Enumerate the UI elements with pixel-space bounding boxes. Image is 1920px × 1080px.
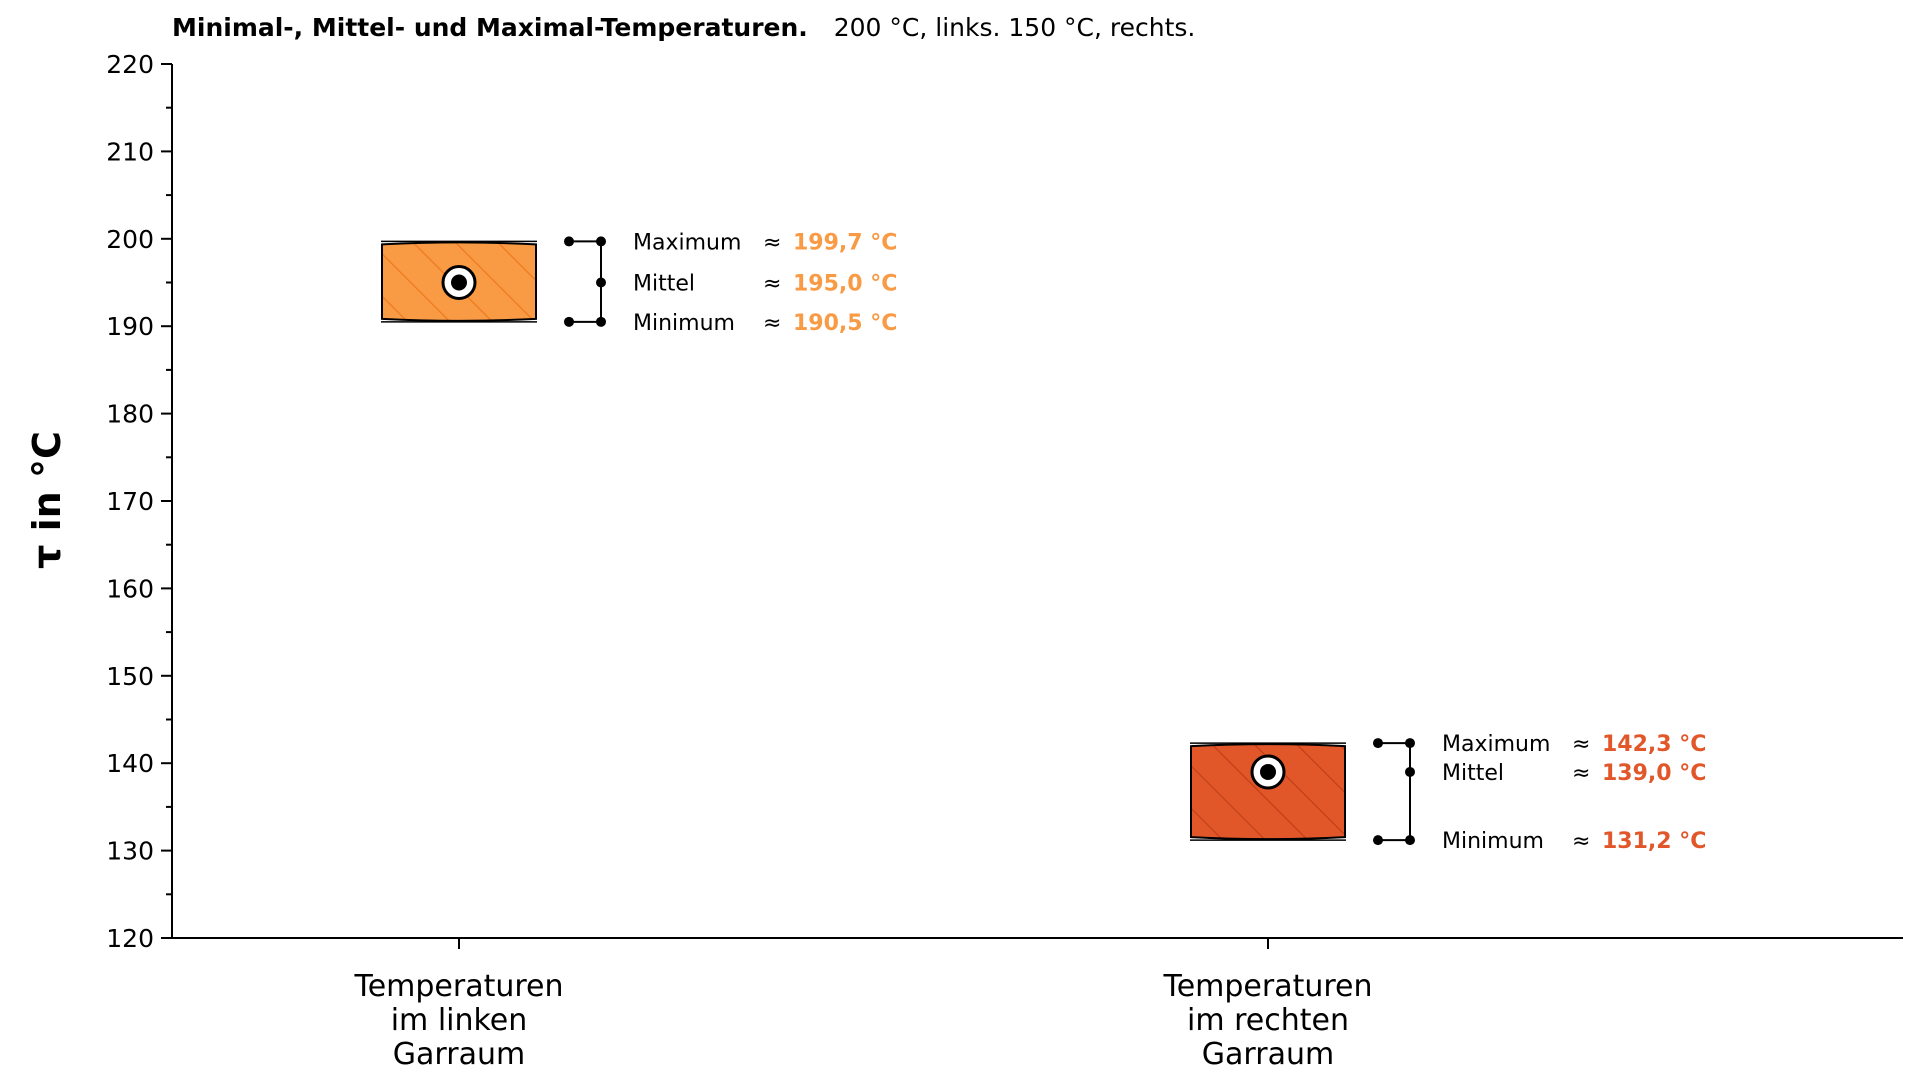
axes: 120 130 140 150 160 170 180 190 200 210 220 — [106, 50, 1903, 953]
x-tick-label: Temperaturen — [1162, 969, 1372, 1004]
annotation-value-mean: 195,0 °C — [793, 272, 897, 297]
bracket-dot — [564, 316, 574, 327]
annotation-approx: ≈ — [1572, 732, 1590, 757]
annotations: Maximum ≈199,7 °C Mittel ≈195,0 °C Minimum ≈1… — [564, 230, 1706, 854]
bracket-dot — [1405, 835, 1415, 846]
bracket-dot — [596, 236, 606, 247]
annotation-value-max: 142,3 °C — [1602, 732, 1706, 757]
y-tick-label: 210 — [106, 137, 154, 166]
annotation-value-min: 190,5 °C — [793, 311, 897, 336]
annotation-value-min: 131,2 °C — [1602, 829, 1706, 854]
y-axis-label: τ in °C — [25, 431, 69, 569]
y-tick-label: 160 — [106, 574, 154, 603]
y-tick-label: 190 — [106, 312, 154, 341]
annotation-label-max: Maximum — [1442, 732, 1550, 757]
chart-title: Minimal-, Mittel- und Maximal-Temperatur… — [172, 13, 1195, 42]
x-tick-label: im linken — [391, 1003, 528, 1038]
bracket-dot — [1405, 738, 1415, 749]
y-tick-label: 120 — [106, 924, 154, 953]
annotation-value-max: 199,7 °C — [793, 230, 897, 255]
y-tick-label: 140 — [106, 749, 154, 778]
bracket-dot — [596, 316, 606, 327]
chart-title-bold: Minimal-, Mittel- und Maximal-Temperatur… — [172, 13, 808, 42]
x-tick-label: Garraum — [1202, 1037, 1334, 1072]
bracket-dot — [564, 236, 574, 247]
bracket-dot — [1405, 766, 1415, 777]
y-tick-label: 220 — [106, 50, 154, 79]
annotation-approx: ≈ — [1572, 829, 1590, 854]
mean-marker-dot — [451, 274, 467, 291]
x-tick-label: Garraum — [393, 1037, 525, 1072]
box-body — [1190, 743, 1346, 841]
annotation-label-mean: Mittel — [1442, 761, 1504, 786]
bracket-dot — [1373, 738, 1383, 749]
annotation-approx: ≈ — [763, 272, 781, 297]
boxes — [381, 240, 1346, 841]
annotation-1: Maximum ≈199,7 °C Mittel ≈195,0 °C Minimum ≈1… — [564, 230, 897, 336]
annotation-label-max: Maximum — [633, 230, 741, 255]
box-1 — [381, 240, 537, 323]
y-tick-label: 200 — [106, 225, 154, 254]
box-2 — [1190, 742, 1346, 841]
bracket-dot — [1373, 835, 1383, 846]
annotation-label-min: Minimum — [1442, 829, 1544, 854]
x-tick-label: im rechten — [1187, 1003, 1349, 1038]
y-tick-label: 150 — [106, 662, 154, 691]
annotation-approx: ≈ — [1572, 761, 1590, 786]
y-tick-label: 180 — [106, 400, 154, 429]
annotation-label-min: Minimum — [633, 311, 735, 336]
bracket-dot — [596, 277, 606, 288]
annotation-approx: ≈ — [763, 230, 781, 255]
mean-marker-dot — [1260, 763, 1276, 780]
x-tick-label: Temperaturen — [353, 969, 563, 1004]
y-tick-label: 130 — [106, 837, 154, 866]
y-tick-label: 170 — [106, 487, 154, 516]
annotation-approx: ≈ — [763, 311, 781, 336]
annotation-2: Maximum ≈142,3 °C Mittel ≈139,0 °C Minimum ≈1… — [1373, 732, 1706, 854]
annotation-label-mean: Mittel — [633, 272, 695, 297]
annotation-value-mean: 139,0 °C — [1602, 761, 1706, 786]
chart-subtitle: 200 °C, links. 150 °C, rechts. — [834, 13, 1196, 42]
